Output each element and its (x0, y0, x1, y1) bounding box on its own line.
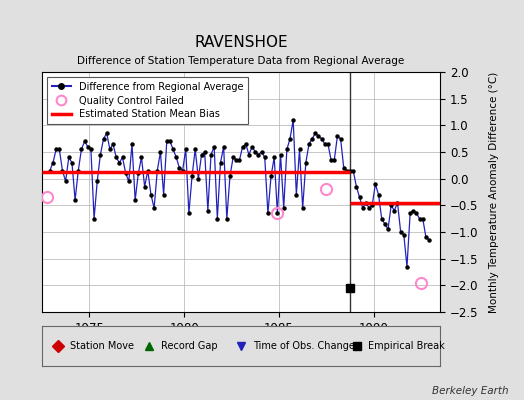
Text: Difference of Station Temperature Data from Regional Average: Difference of Station Temperature Data f… (78, 56, 405, 66)
Text: Record Gap: Record Gap (161, 341, 218, 351)
Text: Empirical Break: Empirical Break (368, 341, 445, 351)
Text: Station Move: Station Move (70, 341, 134, 351)
Text: Berkeley Earth: Berkeley Earth (432, 386, 508, 396)
Legend: Difference from Regional Average, Quality Control Failed, Estimated Station Mean: Difference from Regional Average, Qualit… (47, 77, 248, 124)
Text: Time of Obs. Change: Time of Obs. Change (253, 341, 355, 351)
Text: RAVENSHOE: RAVENSHOE (194, 35, 288, 50)
Y-axis label: Monthly Temperature Anomaly Difference (°C): Monthly Temperature Anomaly Difference (… (489, 71, 499, 313)
